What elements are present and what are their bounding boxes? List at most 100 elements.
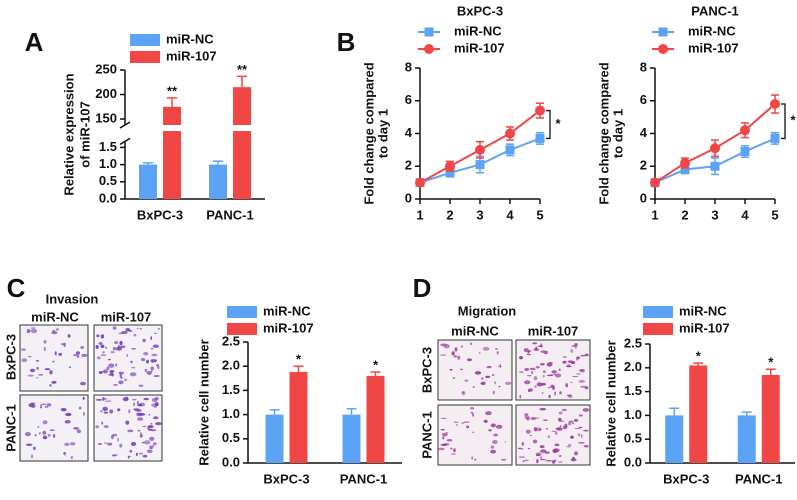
stained-cell [578,379,586,383]
y-tick-label: 1.5 [99,139,117,154]
point [740,125,750,136]
stained-cell [80,381,87,386]
stained-cell [149,436,155,441]
stained-cell [495,424,503,429]
stained-cell [482,346,490,351]
stained-cell [129,372,137,377]
stained-cell [524,380,531,385]
stained-cell [112,346,116,351]
y-tick-label: 1.5 [222,382,240,397]
stained-cell [65,412,72,417]
stained-cell [466,358,473,362]
stained-cell [41,403,47,406]
stained-cell [580,434,583,438]
stained-cell [453,355,458,358]
stained-cell [562,356,567,358]
point [770,99,780,110]
legend-label: miR-107 [263,320,314,335]
stained-cell [108,363,115,368]
stained-cell [47,434,51,437]
stained-cell [142,338,146,343]
point [710,161,720,171]
stained-cell [131,366,136,369]
y-axis-label: to day 1 [610,109,625,158]
y-tick-label: 200 [95,86,117,101]
stained-cell [576,373,581,375]
stained-cell [485,411,492,416]
significance-label: * [373,357,379,372]
stained-cell [139,432,142,435]
stained-cell [442,436,445,440]
stained-cell [554,431,558,435]
stained-cell [140,358,146,362]
stained-cell [51,381,57,384]
stained-cell [493,433,498,437]
stained-cell [574,427,581,430]
stained-cell [102,397,105,401]
y-axis-label: Relative cell number [196,339,211,465]
stained-cell [564,423,568,428]
stained-cell [152,344,159,348]
stained-cell [440,443,448,446]
stained-cell [83,412,85,416]
stained-cell [440,417,447,420]
stained-cell [44,405,49,408]
stained-cell [95,425,99,429]
image-title: Migration [458,303,517,318]
stained-cell [474,371,482,375]
legend-label: miR-NC [679,303,727,318]
stained-cell [567,360,573,363]
stained-cell [52,329,56,333]
y-axis-label: Fold change compared [361,62,376,204]
stained-cell [461,391,466,396]
legend-marker [658,44,668,54]
legend-marker [658,27,668,37]
stained-cell [452,377,456,379]
stained-cell [528,350,532,353]
y-tick-label: 1.0 [624,407,642,422]
stained-cell [60,407,67,412]
stained-cell [494,348,499,350]
stained-cell [105,346,108,349]
x-tick-label: 5 [536,207,543,222]
stained-cell [119,340,123,346]
bar [761,374,780,463]
stained-cell [129,449,133,453]
stained-cell [30,328,38,334]
stained-cell [107,359,112,361]
stained-cell [118,380,124,385]
stained-cell [96,334,100,338]
stained-cell [561,408,568,412]
stained-cell [151,361,154,363]
legend-label: miR-NC [688,23,736,38]
chart-title: BxPC-3 [457,3,503,18]
stained-cell [548,394,551,399]
stained-cell [136,412,142,417]
stained-cell [535,366,540,369]
stained-cell [49,429,55,431]
stained-cell [43,339,47,344]
stained-cell [115,363,118,367]
stained-cell [470,411,474,414]
stained-cell [526,375,532,377]
stained-cell [578,369,585,372]
stained-cell [125,328,130,332]
column-label: miR-107 [101,309,152,324]
stained-cell [124,378,127,382]
stained-cell [52,360,55,363]
significance-label: * [696,348,702,363]
stained-cell [450,453,457,455]
stained-cell [524,368,530,371]
stained-cell [530,417,537,420]
axis-break [119,121,131,129]
stained-cell [523,348,529,353]
stained-cell [119,373,123,378]
stained-cell [152,444,155,448]
stained-cell [547,386,554,389]
stained-cell [451,351,455,356]
stained-cell [570,349,574,353]
stained-cell [109,409,114,414]
stained-cell [135,409,142,412]
stained-cell [544,451,550,454]
stained-cell [153,332,158,335]
